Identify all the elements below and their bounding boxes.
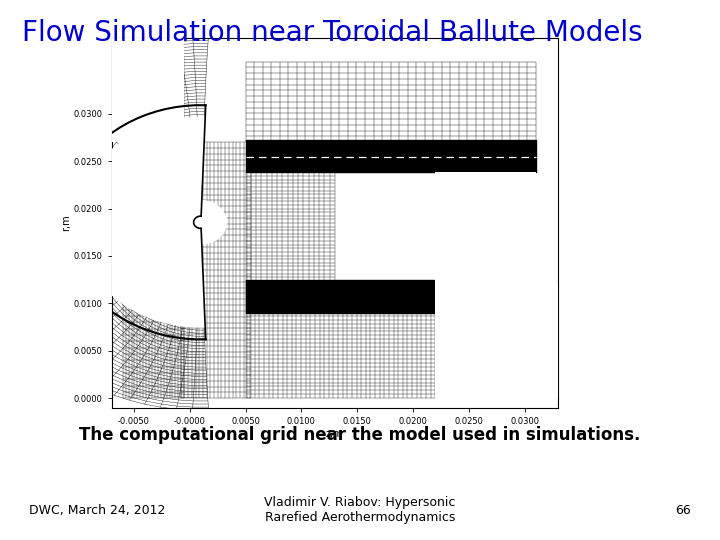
X-axis label: z,m: z,m xyxy=(326,429,343,438)
Text: 66: 66 xyxy=(675,504,691,517)
Polygon shape xyxy=(435,172,536,398)
Text: DWC, March 24, 2012: DWC, March 24, 2012 xyxy=(29,504,165,517)
Polygon shape xyxy=(435,285,570,398)
Text: Vladimir V. Riabov: Hypersonic
Rarefied Aerothermodynamics: Vladimir V. Riabov: Hypersonic Rarefied … xyxy=(264,496,456,524)
Y-axis label: r,m: r,m xyxy=(60,214,71,231)
Text: Flow Simulation near Toroidal Ballute Models: Flow Simulation near Toroidal Ballute Mo… xyxy=(22,19,642,47)
Polygon shape xyxy=(176,201,226,244)
Text: The computational grid near the model used in simulations.: The computational grid near the model us… xyxy=(79,426,641,444)
Polygon shape xyxy=(101,38,184,142)
Polygon shape xyxy=(78,118,205,327)
